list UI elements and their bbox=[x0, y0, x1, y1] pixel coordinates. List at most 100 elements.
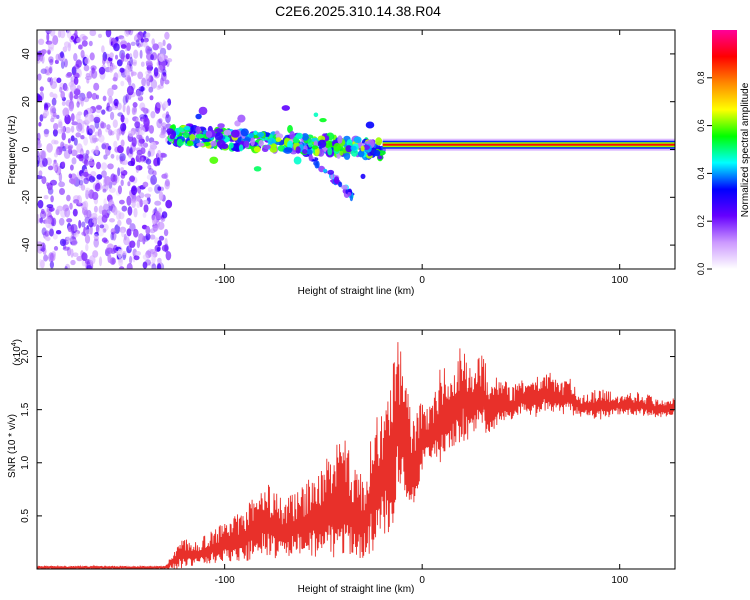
noise-speckle bbox=[76, 255, 83, 262]
noise-speckle bbox=[129, 175, 136, 182]
noise-speckle bbox=[121, 205, 128, 212]
noise-speckle bbox=[135, 165, 143, 171]
noise-speckle bbox=[137, 95, 144, 102]
noise-speckle bbox=[150, 79, 158, 89]
noise-speckle bbox=[41, 176, 47, 185]
noise-speckle bbox=[117, 112, 124, 117]
noise-speckle bbox=[53, 123, 59, 131]
noise-speckle bbox=[43, 195, 49, 200]
noise-speckle bbox=[49, 261, 55, 269]
noise-speckle bbox=[150, 175, 158, 185]
noise-speckle bbox=[63, 149, 71, 159]
branch-blob bbox=[333, 176, 340, 185]
noise-speckle bbox=[100, 122, 107, 129]
band-blob bbox=[337, 135, 343, 144]
noise-speckle bbox=[120, 80, 125, 87]
noise-speckle bbox=[54, 152, 58, 158]
noise-speckle bbox=[74, 30, 78, 36]
noise-speckle bbox=[40, 68, 48, 74]
noise-speckle bbox=[119, 199, 125, 205]
noise-speckle bbox=[108, 95, 113, 104]
band-blob bbox=[195, 133, 204, 139]
noise-speckle bbox=[139, 49, 143, 59]
band-blob bbox=[277, 145, 286, 152]
band-blob bbox=[377, 155, 383, 160]
band-blob bbox=[311, 145, 319, 150]
noise-speckle bbox=[64, 114, 71, 125]
noise-speckle bbox=[131, 106, 137, 115]
branch-blob bbox=[341, 184, 349, 190]
noise-speckle bbox=[65, 73, 72, 78]
noise-speckle bbox=[38, 38, 45, 45]
noise-speckle bbox=[107, 163, 114, 170]
band-blob bbox=[270, 143, 277, 151]
noise-speckle bbox=[73, 37, 78, 45]
noise-speckle bbox=[105, 30, 112, 38]
band-blob bbox=[231, 129, 240, 138]
noise-speckle bbox=[158, 118, 163, 124]
y-tick-label: 20 bbox=[21, 96, 32, 108]
noise-speckle bbox=[117, 185, 122, 195]
band-blob bbox=[302, 133, 309, 141]
noise-speckle bbox=[50, 105, 56, 114]
noise-speckle bbox=[128, 30, 134, 36]
noise-speckle bbox=[128, 153, 133, 159]
noise-speckle bbox=[151, 263, 157, 269]
noise-speckle bbox=[49, 228, 54, 237]
noise-speckle bbox=[70, 179, 77, 185]
branch-blob bbox=[338, 181, 343, 188]
branch-blob bbox=[347, 192, 352, 197]
noise-speckle bbox=[123, 236, 130, 246]
branch-blob bbox=[349, 195, 353, 202]
noise-speckle bbox=[126, 42, 131, 51]
noise-speckle bbox=[86, 265, 93, 269]
noise-speckle bbox=[37, 73, 42, 81]
noise-speckle bbox=[160, 77, 164, 87]
noise-speckle bbox=[43, 210, 50, 217]
noise-speckle bbox=[112, 207, 118, 214]
noise-speckle bbox=[135, 126, 140, 137]
noise-speckle bbox=[118, 212, 125, 220]
noise-speckle bbox=[57, 119, 63, 127]
band-blob bbox=[257, 131, 265, 138]
noise-speckle bbox=[152, 223, 159, 229]
noise-speckle bbox=[148, 124, 154, 134]
band-blob bbox=[345, 145, 353, 153]
noise-speckle bbox=[138, 86, 146, 92]
noise-speckle bbox=[86, 78, 90, 84]
noise-speckle bbox=[48, 66, 53, 74]
noise-speckle bbox=[76, 122, 83, 132]
y-tick-label: 0.5 bbox=[20, 509, 31, 523]
band-blob bbox=[183, 125, 191, 131]
noise-speckle bbox=[102, 228, 107, 233]
noise-speckle bbox=[85, 149, 90, 156]
noise-speckle bbox=[145, 60, 153, 66]
noise-speckle bbox=[131, 200, 136, 208]
noise-speckle bbox=[103, 198, 107, 206]
snr-scale-base: (x10 bbox=[12, 346, 23, 366]
noise-speckle bbox=[79, 170, 84, 177]
branch-blob bbox=[323, 168, 328, 173]
noise-speckle bbox=[101, 214, 108, 223]
noise-speckle bbox=[158, 235, 165, 241]
noise-speckle bbox=[92, 134, 97, 144]
noise-speckle bbox=[78, 219, 82, 229]
noise-speckle bbox=[136, 152, 143, 163]
band-blob bbox=[258, 140, 264, 147]
noise-speckle bbox=[85, 72, 91, 78]
noise-speckle bbox=[122, 103, 126, 113]
noise-speckle bbox=[84, 234, 91, 244]
noise-speckle bbox=[132, 248, 138, 257]
noise-speckle bbox=[98, 134, 105, 143]
noise-speckle bbox=[81, 221, 86, 228]
band-blob bbox=[216, 139, 226, 149]
band-blob bbox=[357, 150, 365, 158]
noise-speckle bbox=[37, 174, 43, 180]
noise-speckle bbox=[60, 91, 65, 99]
noise-speckle bbox=[139, 114, 147, 120]
noise-speckle bbox=[48, 56, 54, 63]
noise-speckle bbox=[64, 266, 68, 269]
noise-speckle bbox=[149, 234, 156, 240]
x-tick-label: -100 bbox=[215, 275, 235, 286]
noise-speckle bbox=[83, 209, 89, 219]
